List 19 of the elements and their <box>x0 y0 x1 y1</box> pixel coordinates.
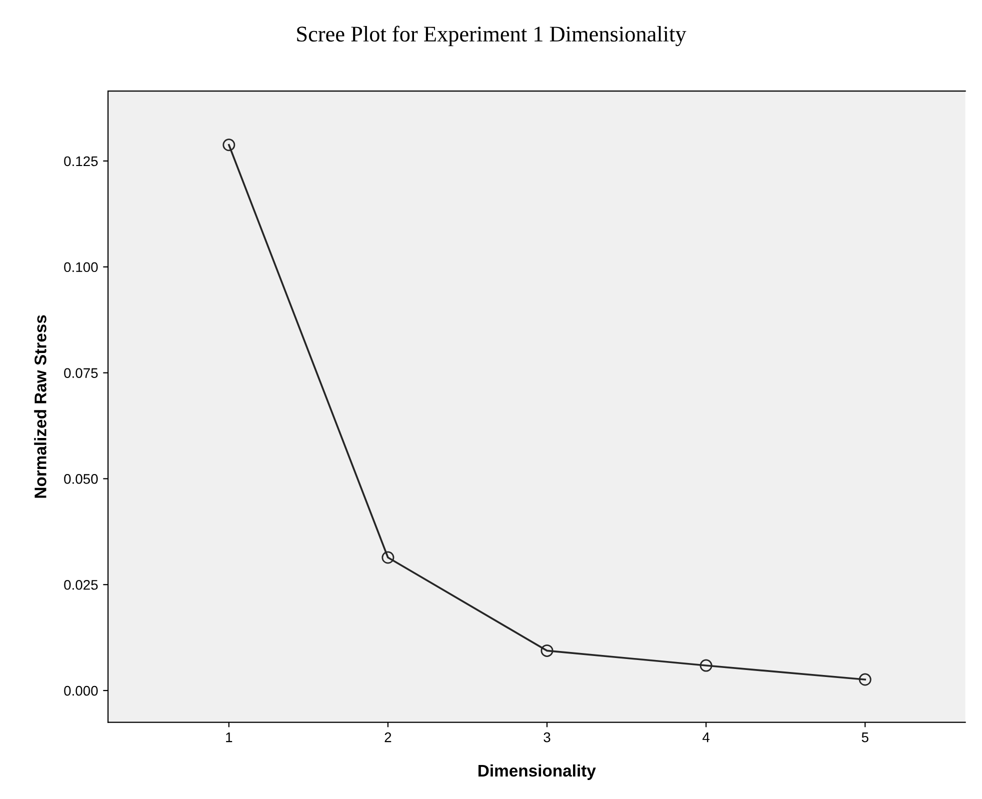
y-axis-title: Normalized Raw Stress <box>34 315 46 498</box>
y-tick-label: 0.125 <box>64 156 98 166</box>
x-tick-label: 4 <box>702 732 710 742</box>
y-tick-label: 0.000 <box>64 686 98 696</box>
y-tick-label: 0.075 <box>64 368 98 378</box>
y-tick-label: 0.100 <box>64 262 98 272</box>
point <box>222 138 236 152</box>
point <box>700 659 712 672</box>
x-tick-label: 3 <box>544 732 550 742</box>
point <box>858 673 872 686</box>
y-tick-label: 0.025 <box>64 580 98 590</box>
x-axis-title: Dimensionality <box>478 764 596 780</box>
point <box>382 551 394 564</box>
x-tick-label: 2 <box>384 732 392 742</box>
x-tick-label: 5 <box>862 732 868 742</box>
x-tick-label: 1 <box>226 732 232 742</box>
y-tick-label: 0.050 <box>64 474 98 484</box>
point <box>540 644 554 657</box>
chart-title: Scree Plot for Experiment 1 Dimensionality <box>297 26 686 46</box>
